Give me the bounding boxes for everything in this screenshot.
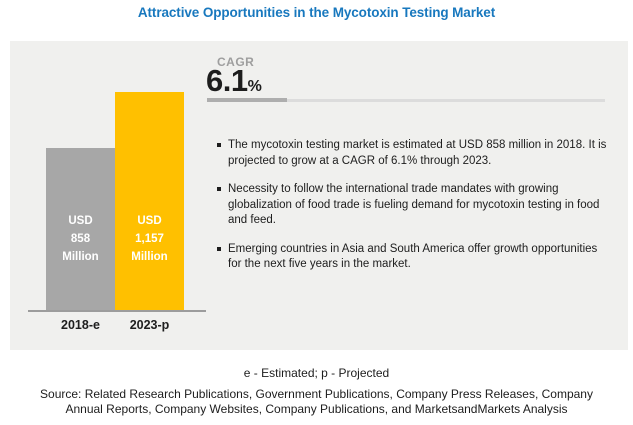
main-panel: USD 858 Million USD 1,157 Million 2018-e 2023-… <box>10 41 628 350</box>
bullet-text: The mycotoxin testing market is estimate… <box>228 139 607 167</box>
x-axis-labels: 2018-e 2023-p <box>46 318 184 332</box>
bars-container: USD 858 Million USD 1,157 Million <box>46 92 184 310</box>
footnote: e - Estimated; p - Projected <box>243 366 390 380</box>
x-axis-label: 2023-p <box>129 318 170 332</box>
bullet-square-icon <box>217 187 221 191</box>
source-line-2: Annual Reports, Company Websites, Compan… <box>65 402 568 416</box>
bullet-text: Emerging countries in Asia and South Ame… <box>228 242 598 271</box>
cagr-underline-dark-segment <box>207 98 287 102</box>
bullet-list: The mycotoxin testing market is estimate… <box>217 138 609 286</box>
bar-value-label: USD 1,157 Million <box>131 215 168 263</box>
cagr-value: 6.1% <box>206 63 262 99</box>
bar-value-label: USD 858 Million <box>62 215 99 263</box>
bullet-square-icon <box>217 143 221 147</box>
bullet-item: The mycotoxin testing market is estimate… <box>217 138 609 169</box>
cagr-underline-light-segment <box>287 99 605 102</box>
bullet-item: Necessity to follow the international tr… <box>217 182 609 229</box>
page-title: Attractive Opportunities in the Mycotoxi… <box>137 5 496 20</box>
bar-2023-p: USD 1,157 Million <box>115 92 184 310</box>
bar-2018-e: USD 858 Million <box>46 148 115 310</box>
x-axis-line <box>28 310 206 312</box>
cagr-underline <box>207 98 605 102</box>
bullet-square-icon <box>217 246 221 251</box>
bullet-text: Necessity to follow the international tr… <box>228 183 600 226</box>
x-axis-label: 2018-e <box>61 318 100 332</box>
cagr-number: 6.1 <box>206 63 248 98</box>
bullet-item: Emerging countries in Asia and South Ame… <box>217 242 609 273</box>
cagr-label: CAGR <box>217 55 255 69</box>
source-attribution: Source: Related Research Publications, G… <box>0 387 633 417</box>
cagr-percent-sign: % <box>247 78 262 95</box>
source-line-1: Source: Related Research Publications, G… <box>40 387 593 401</box>
